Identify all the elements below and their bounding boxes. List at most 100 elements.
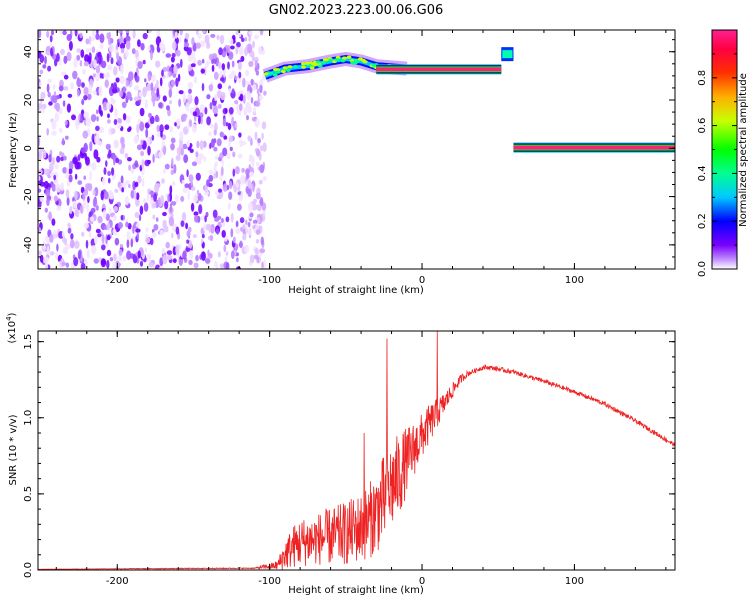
- spectrogram-noise-cell: [83, 111, 89, 119]
- spectrogram-noise-cell: [183, 154, 189, 164]
- spectrogram-noise-cell: [203, 223, 207, 232]
- spectrogram-noise-cell: [146, 193, 150, 202]
- spectrogram-noise-cell: [171, 52, 176, 58]
- snr-y-label: SNR (10 * v/v): [8, 414, 19, 485]
- spectrogram-noise-cell: [132, 30, 136, 39]
- spectrogram-y-tick-label: 40: [23, 45, 34, 58]
- spectrogram-noise-cell: [195, 30, 199, 36]
- spectrogram-noise-cell: [174, 31, 178, 39]
- spectrogram-noise-cell: [245, 219, 248, 225]
- spectrogram-noise-cell: [131, 48, 136, 55]
- spectrogram-noise-cell: [105, 73, 110, 79]
- spectrogram-noise-cell: [103, 167, 107, 175]
- spectrogram-noise-cell: [226, 44, 231, 54]
- spectrogram-noise-cell: [156, 124, 161, 133]
- snr-x-label: Height of straight line (km): [288, 585, 424, 596]
- spectrogram-noise-cell: [262, 142, 267, 152]
- spectrogram-noise-cell: [114, 188, 119, 193]
- spectrogram-noise-cell: [130, 238, 134, 248]
- spectrogram-noise-cell: [248, 60, 254, 68]
- spectrogram-noise-cell: [204, 215, 207, 223]
- spectrogram-noise-cell: [50, 47, 53, 57]
- spectrogram-noise-cell: [212, 209, 218, 219]
- spectrogram-noise-cell: [208, 170, 214, 175]
- spectrogram-noise-cell: [185, 222, 189, 230]
- spectrogram-noise-cell: [238, 71, 242, 79]
- spectrogram-noise-cell: [152, 153, 155, 163]
- spectrogram-noise-cell: [60, 182, 64, 192]
- spectrogram-noise-cell: [188, 174, 194, 183]
- spectrogram-noise-cell: [120, 47, 125, 54]
- spectrogram-noise-cell: [74, 240, 80, 249]
- spectrogram-noise-cell: [158, 102, 163, 109]
- spectrogram-noise-cell: [188, 119, 193, 128]
- spectrogram-noise-cell: [81, 99, 85, 106]
- spectrogram-noise-cell: [56, 155, 61, 163]
- spectrogram-noise-cell: [253, 254, 258, 260]
- spectrogram-noise-cell: [56, 243, 59, 252]
- spectrogram-noise-cell: [91, 162, 97, 171]
- spectrogram-noise-cell: [48, 101, 53, 106]
- spectrogram-noise-cell: [117, 255, 123, 262]
- spectrogram-noise-cell: [228, 135, 234, 143]
- spectrogram-noise-cell: [247, 221, 251, 228]
- snr-y-multiplier: (x104): [5, 312, 18, 343]
- spectrogram-noise-cell: [55, 102, 60, 112]
- spectrogram-noise-cell: [218, 61, 222, 70]
- spectrogram-noise-cell: [121, 101, 127, 109]
- spectrogram-noise-cell: [148, 262, 154, 268]
- spectrogram-noise-cell: [210, 138, 215, 148]
- zero-line-band-core: [513, 145, 675, 150]
- spectrogram-noise-cell: [210, 224, 215, 234]
- spectrogram-noise-cell: [95, 65, 100, 74]
- spectrogram-noise-cell: [60, 156, 65, 162]
- spectrogram-noise-cell: [170, 137, 176, 144]
- spectrogram-noise-cell: [115, 77, 120, 83]
- spectrogram-noise-cell: [53, 174, 57, 181]
- spectrogram-noise-cell: [202, 58, 205, 64]
- spectrogram-noise-cell: [112, 82, 118, 91]
- track-blob: [287, 65, 293, 69]
- spectrogram-noise-cell: [89, 78, 94, 89]
- spectrogram-noise-cell: [95, 228, 101, 234]
- colorbar-gradient: [712, 30, 737, 269]
- spectrogram-noise-cell: [251, 51, 255, 60]
- spectrogram-noise-cell: [56, 205, 62, 211]
- spectrogram-noise-cell: [261, 132, 264, 140]
- spectrogram-noise-cell: [169, 185, 173, 195]
- spectrogram-noise-cell: [91, 46, 96, 53]
- track-blob: [305, 61, 310, 65]
- spectrogram-noise-cell: [168, 88, 173, 98]
- spectrogram-noise-cell: [52, 84, 56, 90]
- spectrogram-noise-cell: [94, 135, 100, 145]
- spectrogram-noise-cell: [70, 239, 75, 249]
- track-blob: [263, 72, 269, 76]
- spectrogram-noise-cell: [203, 155, 207, 163]
- spectrogram-noise-cell: [166, 250, 173, 256]
- spectrogram-noise-cell: [245, 225, 248, 236]
- spectrogram-noise-cell: [86, 248, 90, 259]
- spectrogram-noise-cell: [218, 47, 223, 56]
- spectrogram-noise-cell: [166, 105, 170, 111]
- spectrogram-noise-cell: [236, 41, 241, 48]
- spectrogram-noise-cell: [172, 41, 177, 51]
- spectrogram-noise-cell: [129, 96, 133, 102]
- spectrogram-noise-cell: [139, 260, 144, 267]
- spectrogram-noise-cell: [52, 95, 58, 104]
- spectrogram-noise-cell: [256, 88, 260, 95]
- spectrogram-noise-cell: [80, 49, 85, 58]
- spectrogram-noise-cell: [47, 78, 52, 84]
- spectrogram-noise-cell: [108, 86, 114, 97]
- step-band-core: [502, 50, 513, 59]
- spectrogram-noise-cell: [92, 189, 96, 196]
- spectrogram-noise-cell: [77, 180, 83, 186]
- spectrogram-noise-cell: [242, 77, 246, 88]
- spectrogram-noise-cell: [230, 45, 235, 50]
- spectrogram-noise-cell: [211, 64, 215, 72]
- spectrogram-noise-cell: [48, 211, 52, 221]
- spectrogram-noise-cell: [161, 178, 165, 184]
- spectrogram-noise-cell: [66, 51, 72, 62]
- spectrogram-noise-cell: [255, 192, 261, 200]
- spectrogram-noise-cell: [208, 131, 212, 136]
- spectrogram-noise-cell: [144, 78, 147, 83]
